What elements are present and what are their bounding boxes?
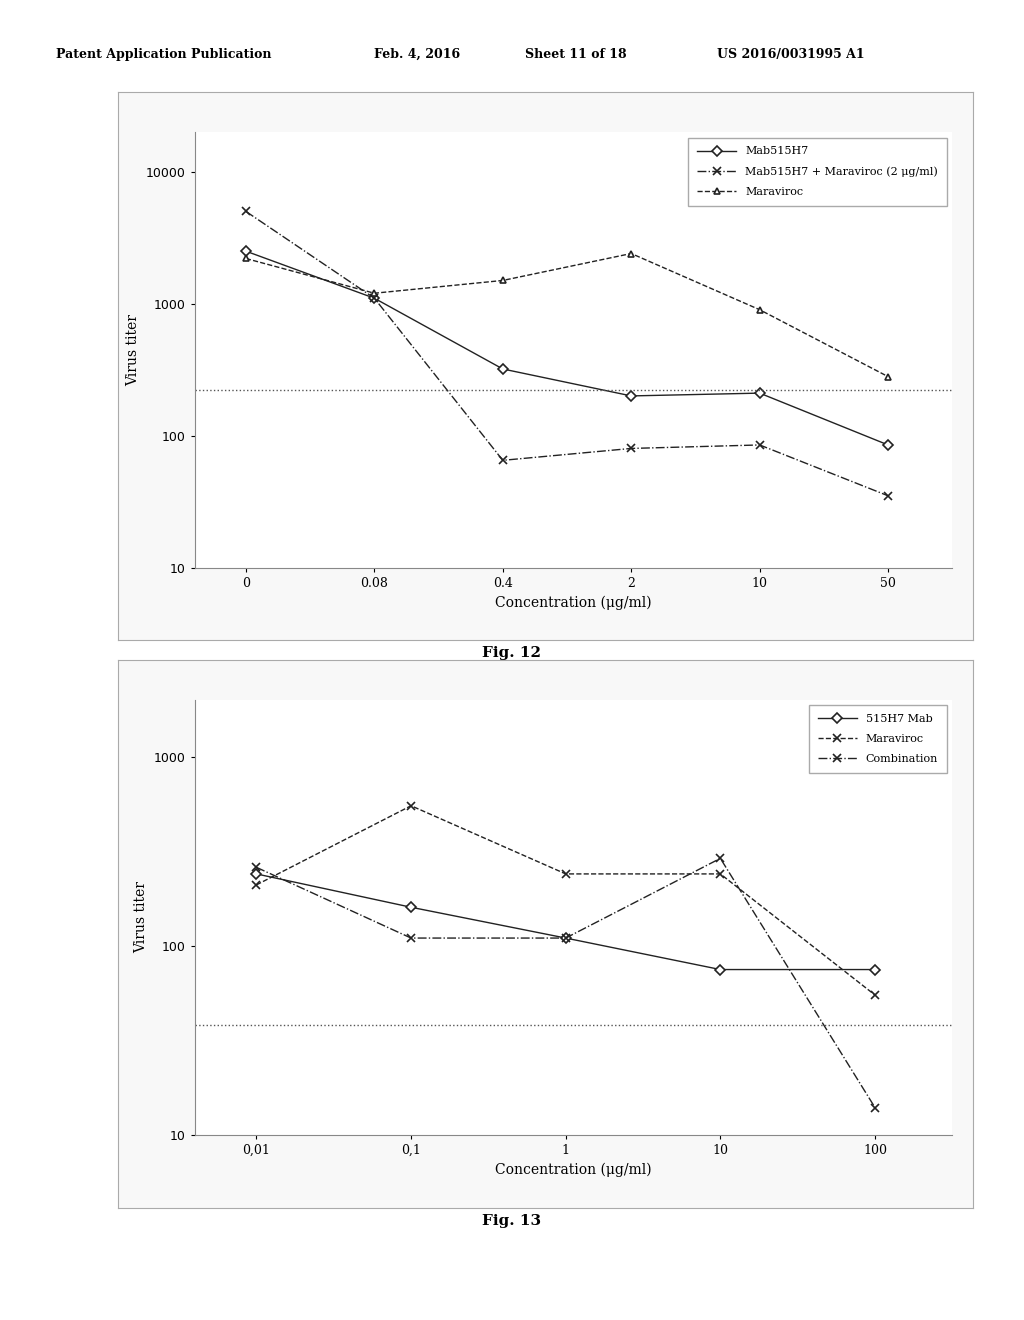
- Maraviroc: [404, 797, 417, 813]
- Line: Mab515H7: Mab515H7: [243, 248, 892, 449]
- Mab515H7 + Maraviroc (2 μg/ml): [369, 290, 381, 306]
- Y-axis label: Virus titer: Virus titer: [134, 882, 148, 953]
- Text: Fig. 12: Fig. 12: [482, 647, 542, 660]
- Legend: 515H7 Mab, Maraviroc, Combination: 515H7 Mab, Maraviroc, Combination: [809, 705, 947, 774]
- Mab515H7 + Maraviroc (2 μg/ml): [882, 488, 894, 504]
- Maraviroc: [754, 302, 766, 318]
- Combination: [559, 931, 571, 946]
- X-axis label: Concentration (μg/ml): Concentration (μg/ml): [496, 595, 651, 610]
- Mab515H7 + Maraviroc (2 μg/ml): [625, 441, 637, 457]
- Text: Patent Application Publication: Patent Application Publication: [56, 48, 271, 61]
- Mab515H7: [369, 290, 381, 306]
- Maraviroc: [559, 866, 571, 882]
- Mab515H7: [882, 437, 894, 453]
- Line: Maraviroc: Maraviroc: [243, 249, 892, 380]
- Legend: Mab515H7, Mab515H7 + Maraviroc (2 μg/ml), Maraviroc: Mab515H7, Mab515H7 + Maraviroc (2 μg/ml)…: [688, 137, 947, 206]
- Mab515H7 + Maraviroc (2 μg/ml): [754, 437, 766, 453]
- Maraviroc: [625, 246, 637, 261]
- 515H7 Mab: [868, 962, 881, 978]
- X-axis label: Concentration (μg/ml): Concentration (μg/ml): [496, 1163, 651, 1177]
- Combination: [868, 1100, 881, 1115]
- Mab515H7: [754, 385, 766, 401]
- Mab515H7 + Maraviroc (2 μg/ml): [240, 203, 252, 219]
- Text: US 2016/0031995 A1: US 2016/0031995 A1: [717, 48, 864, 61]
- Maraviroc: [250, 876, 262, 892]
- Maraviroc: [240, 251, 252, 267]
- Mab515H7: [497, 362, 509, 378]
- 515H7 Mab: [714, 962, 726, 978]
- 515H7 Mab: [250, 866, 262, 882]
- 515H7 Mab: [404, 899, 417, 915]
- Maraviroc: [369, 285, 381, 301]
- Mab515H7: [240, 243, 252, 259]
- 515H7 Mab: [559, 931, 571, 946]
- Maraviroc: [868, 987, 881, 1003]
- Maraviroc: [882, 368, 894, 384]
- Line: Combination: Combination: [252, 854, 880, 1111]
- Combination: [250, 859, 262, 875]
- Text: Feb. 4, 2016: Feb. 4, 2016: [374, 48, 460, 61]
- Text: Fig. 13: Fig. 13: [482, 1214, 542, 1228]
- Line: Mab515H7 + Maraviroc (2 μg/ml): Mab515H7 + Maraviroc (2 μg/ml): [242, 207, 892, 500]
- Mab515H7 + Maraviroc (2 μg/ml): [497, 453, 509, 469]
- Maraviroc: [714, 866, 726, 882]
- Combination: [714, 850, 726, 866]
- Mab515H7: [625, 388, 637, 404]
- Combination: [404, 931, 417, 946]
- Maraviroc: [497, 272, 509, 288]
- Line: 515H7 Mab: 515H7 Mab: [253, 870, 879, 973]
- Text: Sheet 11 of 18: Sheet 11 of 18: [525, 48, 627, 61]
- Y-axis label: Virus titer: Virus titer: [126, 314, 140, 385]
- Line: Maraviroc: Maraviroc: [252, 801, 880, 999]
